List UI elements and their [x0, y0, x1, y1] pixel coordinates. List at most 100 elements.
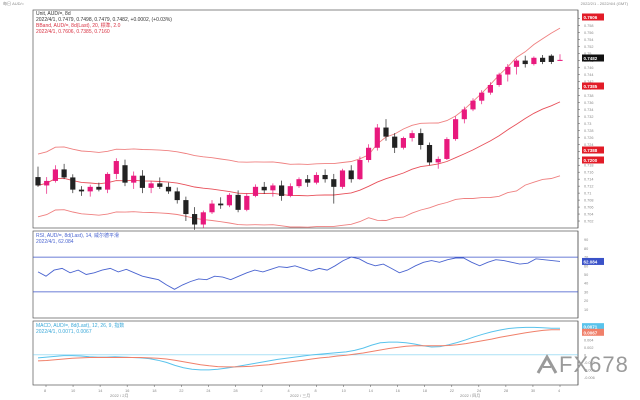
x-tick-label: 10	[342, 389, 346, 393]
y-tick-label: 0.708	[584, 199, 594, 203]
signal-value-label-bg	[582, 328, 604, 336]
rsi-tick-label: 90	[584, 238, 588, 242]
x-tick-label: 22	[179, 389, 183, 393]
macd-value-label: 0.0071	[584, 325, 598, 330]
candlestick	[244, 195, 250, 210]
y-tick-label: 0.718	[584, 164, 594, 168]
candlestick	[279, 185, 285, 196]
x-tick-label: 8	[44, 389, 46, 393]
red-price-label: 0.7200	[584, 158, 598, 163]
x-tick-label: 14	[369, 389, 373, 393]
candlestick	[453, 119, 459, 140]
candlestick	[287, 186, 293, 196]
candlestick	[374, 127, 380, 148]
x-month-label: 2022 / 三月	[290, 393, 310, 398]
x-tick-label: 14	[98, 389, 102, 393]
macd-header-line: MACD, AUD/=, 8d(Last), 12, 26, 9, 指数	[36, 323, 125, 329]
candlestick	[557, 59, 563, 61]
x-tick-label: 24	[206, 389, 210, 393]
y-tick-label: 0.75	[584, 52, 591, 56]
y-tick-label: 0.71	[584, 192, 591, 196]
candlestick	[348, 170, 354, 180]
candlestick	[505, 66, 511, 75]
candlestick	[87, 186, 93, 192]
price-header-line: Unit, AUD/=, 8d	[36, 11, 71, 17]
x-tick-label: 30	[531, 389, 535, 393]
candlestick	[70, 177, 76, 190]
candlestick	[487, 84, 493, 93]
candlestick	[105, 173, 111, 190]
symbol-title: 每日 AUD/=	[3, 1, 25, 6]
x-month-label: 2022 / 四月	[460, 393, 480, 398]
x-tick-label: 16	[125, 389, 129, 393]
x-tick-label: 16	[396, 389, 400, 393]
candlestick	[96, 186, 102, 190]
candlestick	[122, 165, 128, 183]
candlestick	[148, 183, 154, 188]
x-tick-label: 4	[558, 389, 560, 393]
candlestick	[479, 92, 485, 101]
y-tick-label: 0.746	[584, 66, 594, 70]
candlestick	[400, 138, 406, 148]
rsi-value-label: 62.084	[584, 259, 598, 264]
macd-tick-label: -0.006	[584, 376, 595, 380]
candlestick	[296, 179, 302, 187]
bb-mid-price-label: 0.7385	[584, 84, 598, 89]
candlestick	[44, 180, 50, 186]
y-tick-label: 0.704	[584, 213, 594, 217]
candlestick	[322, 174, 328, 180]
bb-upper-price-label: 0.7606	[584, 15, 598, 20]
candlestick	[444, 139, 450, 159]
x-tick-label: 28	[233, 389, 237, 393]
price-header-values: 2022/4/1, 0.7479, 0.7498, 0.7479, 0.7482…	[36, 17, 172, 23]
top-bar: 每日 AUD/= 2022/2/1 - 2022/4/4 (GMT)	[0, 0, 640, 8]
candlestick	[513, 60, 520, 67]
y-tick-label: 0.738	[584, 94, 594, 98]
y-tick-label: 0.73	[584, 122, 591, 126]
y-tick-label: 0.716	[584, 171, 594, 175]
candlestick	[261, 186, 267, 191]
x-tick-label: 28	[504, 389, 508, 393]
rsi-panel-header: RSI, AUD/=, 8d(Last), 14, 威尔德平滑 2022/4/1…	[36, 233, 119, 245]
candlestick	[174, 191, 180, 201]
macd-tick-label: 0.004	[584, 338, 594, 342]
macd-tick-label: -0.004	[584, 368, 595, 372]
y-tick-label: 0.752	[584, 45, 594, 49]
rsi-tick-label: 40	[584, 282, 588, 286]
x-tick-label: 8	[315, 389, 317, 393]
candlestick	[78, 189, 85, 192]
y-tick-label: 0.736	[584, 101, 594, 105]
y-tick-label: 0.728	[584, 129, 594, 133]
rsi-tick-label: 10	[584, 308, 588, 312]
x-tick-label: 10	[71, 389, 75, 393]
candlestick	[252, 186, 259, 196]
red-price-label: 0.7388	[584, 148, 598, 153]
candlestick	[522, 60, 528, 65]
candlestick	[157, 183, 163, 187]
candlestick	[548, 55, 554, 62]
y-tick-label: 0.724	[584, 143, 594, 147]
bband-header-line: BBand, AUD/=, 8d(Last), 20, 標準, 2.0	[36, 23, 121, 29]
candlestick	[357, 159, 363, 180]
macd-tick-label: -0.002	[584, 361, 595, 365]
y-tick-label: 0.742	[584, 80, 594, 84]
candlestick	[218, 203, 224, 206]
candlestick	[426, 144, 433, 163]
y-tick-label: 0.758	[584, 24, 594, 28]
candlestick	[235, 194, 241, 210]
x-tick-label: 24	[477, 389, 481, 393]
rsi-tick-label: 20	[584, 299, 588, 303]
macd-value-label-bg	[582, 323, 604, 331]
rsi-tick-label: 30	[584, 290, 588, 294]
candlestick	[383, 127, 389, 137]
main-panel-header: Unit, AUD/=, 8d 2022/4/1, 0.7479, 0.7498…	[36, 11, 172, 35]
candlestick	[270, 185, 276, 191]
last-price-label: 0.7482	[584, 56, 598, 61]
y-tick-label: 0.734	[584, 108, 594, 112]
candlestick	[226, 194, 232, 206]
macd-tick-label: 0.002	[584, 346, 594, 350]
y-tick-label: 0.754	[584, 38, 594, 42]
candlestick	[418, 133, 424, 145]
candlestick	[496, 74, 502, 85]
